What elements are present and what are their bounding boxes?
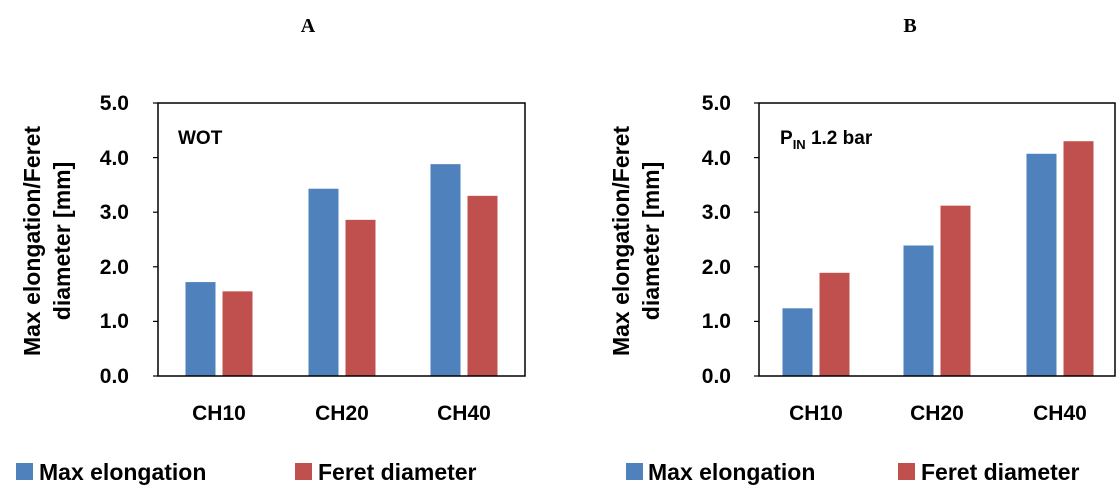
legend-swatch-max-elongation <box>16 463 33 480</box>
chart-panel-a: A Max elongation/Feret diameter [mm] 0.0… <box>16 15 526 485</box>
y-tick-labels-b: 0.0 1.0 2.0 3.0 4.0 5.0 <box>702 92 731 388</box>
chart-annotation-b: PIN 1.2 bar <box>780 128 873 152</box>
y-tick-label: 4.0 <box>100 147 129 170</box>
legend-label-max-elongation: Max elongation <box>648 459 815 485</box>
bar-feret-diameter-ch10 <box>222 291 253 376</box>
legend-swatch-max-elongation <box>626 463 643 480</box>
legend-swatch-feret-diameter <box>295 463 312 480</box>
y-tick-label: 3.0 <box>100 201 129 224</box>
bar-feret-diameter-ch40 <box>1063 141 1094 376</box>
y-tick-labels-a: 0.0 1.0 2.0 3.0 4.0 5.0 <box>100 92 129 388</box>
x-category-label: CH10 <box>192 402 246 425</box>
x-category-label: CH20 <box>910 402 964 425</box>
y-tick-marks-a <box>153 102 158 377</box>
y-tick-label: 3.0 <box>702 201 731 224</box>
bar-max-elongation-ch10 <box>782 308 813 376</box>
legend-a: Max elongation Feret diameter <box>16 459 477 485</box>
bar-group-a <box>185 164 498 376</box>
y-tick-label: 2.0 <box>100 256 129 279</box>
annotation-b-rest: 1.2 bar <box>806 128 873 149</box>
legend-label-max-elongation: Max elongation <box>39 459 206 485</box>
legend-b: Max elongation Feret diameter <box>626 459 1080 485</box>
y-axis-label-b-line2: diameter [mm] <box>638 162 664 320</box>
annotation-b-subscript: IN <box>793 137 806 152</box>
plot-frame-b <box>758 102 1116 377</box>
chart-annotation-a: WOT <box>178 128 223 149</box>
x-category-label: CH40 <box>437 402 491 425</box>
bar-max-elongation-ch20 <box>903 245 934 376</box>
bar-feret-diameter-ch10 <box>819 272 850 376</box>
bar-feret-diameter-ch20 <box>345 219 376 376</box>
bar-max-elongation-ch40 <box>430 164 461 376</box>
bar-feret-diameter-ch40 <box>467 195 498 376</box>
x-category-label: CH10 <box>789 402 843 425</box>
y-tick-label: 5.0 <box>702 92 731 115</box>
y-tick-label: 1.0 <box>702 310 731 333</box>
y-tick-label: 0.0 <box>100 365 129 388</box>
y-tick-label: 0.0 <box>702 365 731 388</box>
y-axis-label-a-line2: diameter [mm] <box>49 162 75 320</box>
legend-label-feret-diameter: Feret diameter <box>318 459 477 485</box>
y-tick-label: 4.0 <box>702 147 731 170</box>
y-tick-label: 1.0 <box>100 310 129 333</box>
y-tick-label: 2.0 <box>702 256 731 279</box>
y-tick-marks-b <box>754 102 759 377</box>
x-category-label: CH40 <box>1033 402 1087 425</box>
bar-max-elongation-ch20 <box>308 188 339 376</box>
panel-label-a: A <box>301 15 316 37</box>
bar-group-b <box>782 141 1094 376</box>
y-axis-label-a-line1: Max elongation/Feret <box>19 126 45 356</box>
chart-panel-b: B Max elongation/Feret diameter [mm] 0.0… <box>608 15 1116 485</box>
panel-label-b: B <box>903 15 916 37</box>
bar-feret-diameter-ch20 <box>940 205 971 376</box>
legend-label-feret-diameter: Feret diameter <box>921 459 1080 485</box>
x-category-label: CH20 <box>315 402 369 425</box>
annotation-b-main: P <box>780 128 793 149</box>
bar-max-elongation-ch10 <box>185 282 216 376</box>
legend-swatch-feret-diameter <box>898 463 915 480</box>
y-axis-label-b-line1: Max elongation/Feret <box>608 126 634 356</box>
y-tick-label: 5.0 <box>100 92 129 115</box>
bar-max-elongation-ch40 <box>1026 153 1057 376</box>
plot-frame-a <box>157 102 526 377</box>
